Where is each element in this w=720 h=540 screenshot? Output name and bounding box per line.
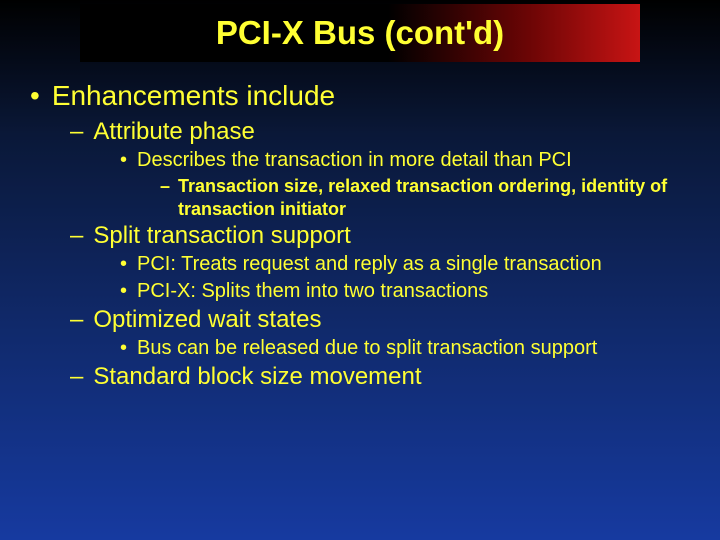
bullet-lvl1: • <box>30 80 40 112</box>
bullet-lvl4: – <box>160 176 170 197</box>
text-optimized-wait: Optimized wait states <box>93 306 321 334</box>
bullet-lvl3: • <box>120 149 127 172</box>
text-standard-block: Standard block size movement <box>93 363 421 391</box>
text-split-transaction: Split transaction support <box>93 222 350 250</box>
slide-title: PCI-X Bus (cont'd) <box>216 14 504 52</box>
text-pci-treats: PCI: Treats request and reply as a singl… <box>137 252 602 277</box>
text-bus-released: Bus can be released due to split transac… <box>137 336 597 361</box>
text-describes-transaction: Describes the transaction in more detail… <box>137 148 572 173</box>
text-transaction-size: Transaction size, relaxed transaction or… <box>178 175 668 220</box>
slide-body: • Enhancements include – Attribute phase… <box>0 80 720 391</box>
text-pcix-splits: PCI-X: Splits them into two transactions <box>137 279 488 304</box>
bullet-lvl2: – <box>70 363 83 391</box>
title-bar: PCI-X Bus (cont'd) <box>80 4 640 62</box>
bullet-lvl2: – <box>70 118 83 146</box>
text-enhancements: Enhancements include <box>52 80 335 112</box>
bullet-lvl2: – <box>70 222 83 250</box>
bullet-lvl2: – <box>70 306 83 334</box>
bullet-lvl3: • <box>120 280 127 303</box>
text-attribute-phase: Attribute phase <box>93 118 254 146</box>
bullet-lvl3: • <box>120 337 127 360</box>
bullet-lvl3: • <box>120 253 127 276</box>
